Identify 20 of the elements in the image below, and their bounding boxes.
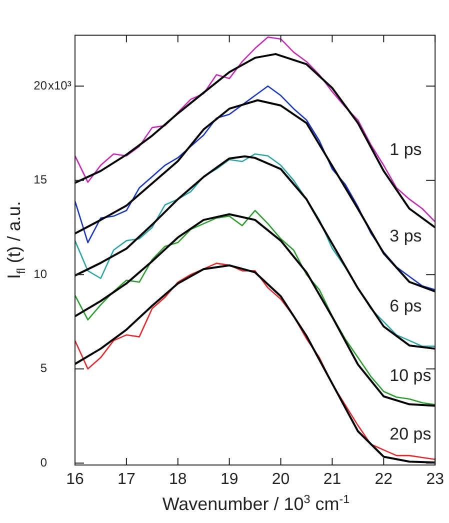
x-tick-label: 19 [220, 471, 238, 488]
series-label: 3 ps [390, 226, 422, 246]
x-tick-label: 18 [168, 471, 187, 488]
y-tick-label: 0 [40, 455, 48, 470]
y-tick-label: 15 [34, 172, 48, 187]
series-label: 10 ps [390, 366, 432, 386]
x-tick-label: 23 [426, 471, 444, 488]
x-tick-label: 21 [323, 471, 342, 488]
series-label: 20 ps [390, 424, 432, 444]
y-tick-label: 5 [40, 361, 48, 376]
x-tick-label: 22 [374, 471, 393, 488]
x-tick-label: 17 [118, 471, 136, 488]
y-tick-label: 10 [34, 266, 48, 281]
series-label: 6 ps [390, 296, 422, 316]
y-tick-label: 20 [34, 78, 48, 92]
x-tick-label: 20 [272, 471, 290, 488]
text: x10³ [48, 78, 72, 92]
series-label: 1 ps [390, 140, 422, 159]
x-tick-label: 16 [66, 471, 84, 488]
x-axis-title: Wavenumber / 10$^{3}$ cm$^{-1}$ [161, 493, 351, 515]
